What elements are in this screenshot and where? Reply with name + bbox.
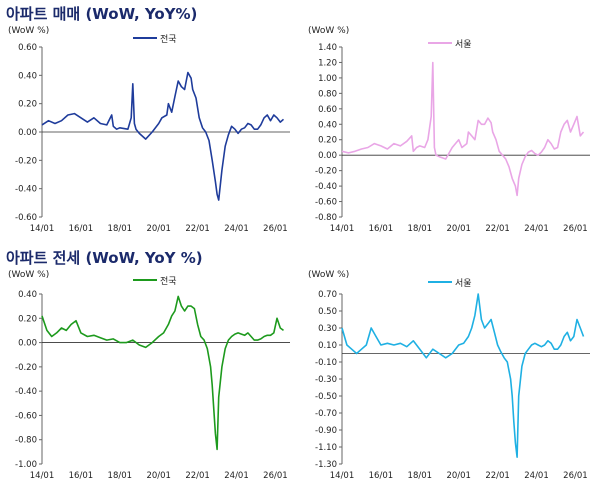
y-tick-label: 0.40 — [18, 290, 37, 300]
y-tick-label: 0.50 — [318, 307, 337, 317]
y-tick-label: 0.40 — [18, 71, 37, 81]
x-tick-label: 24/01 — [224, 224, 249, 234]
series-line — [341, 61, 585, 197]
x-tick-label: 22/01 — [485, 224, 510, 234]
y-tick-label: 0.00 — [18, 128, 37, 138]
x-tick-label: 18/01 — [108, 224, 133, 234]
y-tick-label: -0.10 — [315, 358, 337, 368]
x-tick-label: 26/01 — [563, 224, 588, 234]
unit-label: (WoW %) — [308, 26, 349, 36]
series-line — [41, 71, 285, 201]
x-tick-label: 26/01 — [263, 224, 288, 234]
legend-label: 전국 — [160, 34, 177, 45]
y-tick-label: -0.20 — [315, 167, 337, 177]
x-tick-label: 24/01 — [224, 471, 249, 481]
y-tick-label: -1.10 — [315, 443, 337, 453]
x-tick-label: 20/01 — [446, 224, 471, 234]
y-tick-label: 0.00 — [318, 151, 337, 161]
x-tick-label: 14/01 — [30, 471, 55, 481]
legend-label: 서울 — [455, 39, 472, 50]
x-tick-label: 24/01 — [524, 224, 549, 234]
y-tick-label: -0.20 — [15, 363, 37, 373]
x-tick-label: 26/01 — [563, 471, 588, 481]
x-tick-label: 16/01 — [69, 224, 94, 234]
section-title-jeonse: 아파트 전세 (WoW, YoY %) — [6, 249, 203, 267]
x-tick-label: 14/01 — [330, 471, 355, 481]
unit-label: (WoW %) — [8, 270, 49, 280]
y-tick-label: -0.30 — [315, 375, 337, 385]
chart-sale-seoul: (WoW %) -0.80 -0.60 -0.40 -0.20 0.00 0.20 0.40 0… — [308, 26, 590, 234]
y-tick-label: 0.40 — [318, 120, 337, 130]
y-tick-label: 0.60 — [318, 105, 337, 115]
x-tick-label: 18/01 — [408, 224, 433, 234]
y-tick-label: -0.60 — [315, 198, 337, 208]
unit-label: (WoW %) — [8, 26, 49, 36]
x-tick-label: 18/01 — [108, 471, 133, 481]
series-line — [41, 295, 284, 451]
y-tick-label: -0.70 — [315, 409, 337, 419]
y-tick-label: 0.20 — [18, 314, 37, 324]
x-tick-label: 18/01 — [408, 471, 433, 481]
y-tick-label: 0.60 — [18, 43, 37, 53]
x-tick-label: 16/01 — [69, 471, 94, 481]
y-tick-label: -0.40 — [15, 185, 37, 195]
x-tick-label: 16/01 — [369, 471, 394, 481]
x-tick-label: 16/01 — [369, 224, 394, 234]
y-tick-label: 1.20 — [318, 58, 337, 68]
y-tick-label: -1.00 — [15, 460, 37, 470]
x-tick-label: 22/01 — [185, 471, 210, 481]
series-line — [341, 293, 585, 458]
y-tick-label: 1.40 — [318, 43, 337, 53]
x-tick-label: 22/01 — [485, 471, 510, 481]
y-tick-label: -0.60 — [15, 411, 37, 421]
x-tick-label: 26/01 — [263, 471, 288, 481]
unit-label: (WoW %) — [308, 270, 349, 280]
y-tick-label: 0.00 — [18, 339, 37, 349]
x-tick-label: 22/01 — [185, 224, 210, 234]
y-tick-label: 0.30 — [318, 324, 337, 334]
y-tick-label: -0.50 — [315, 392, 337, 402]
x-tick-label: 20/01 — [146, 224, 171, 234]
y-tick-label: -0.80 — [315, 213, 337, 223]
y-tick-label: -0.40 — [15, 387, 37, 397]
y-tick-label: 0.10 — [318, 341, 337, 351]
x-tick-label: 14/01 — [330, 224, 355, 234]
y-tick-label: -0.20 — [15, 156, 37, 166]
y-tick-label: -0.90 — [315, 426, 337, 436]
y-tick-label: 0.20 — [318, 136, 337, 146]
y-tick-label: -1.30 — [315, 460, 337, 470]
x-tick-label: 24/01 — [524, 471, 549, 481]
legend-label: 서울 — [455, 278, 472, 289]
chart-jeonse-seoul: (WoW %) -1.30 -1.10 -0.90 -0.70 -0.50 -0.30 -0.… — [308, 270, 590, 481]
section-title-sale: 아파트 매매 (WoW, YoY%) — [6, 5, 198, 23]
y-tick-label: 0.20 — [18, 100, 37, 110]
x-tick-label: 20/01 — [146, 471, 171, 481]
y-tick-label: 1.00 — [318, 74, 337, 84]
y-tick-label: -0.40 — [315, 182, 337, 192]
chart-sale-national: (WoW %) -0.60 -0.40 -0.20 0.00 0.20 0.40 0.60 14… — [8, 26, 290, 234]
chart-jeonse-national: (WoW %) -1.00 -0.80 -0.60 -0.40 -0.20 0.00 0.20… — [8, 270, 290, 481]
y-tick-label: -0.80 — [15, 436, 37, 446]
x-tick-label: 14/01 — [30, 224, 55, 234]
y-tick-label: -0.60 — [15, 213, 37, 223]
legend-label: 전국 — [160, 276, 177, 287]
y-tick-label: 0.80 — [318, 89, 337, 99]
x-tick-label: 20/01 — [446, 471, 471, 481]
y-tick-label: 0.70 — [318, 290, 337, 300]
